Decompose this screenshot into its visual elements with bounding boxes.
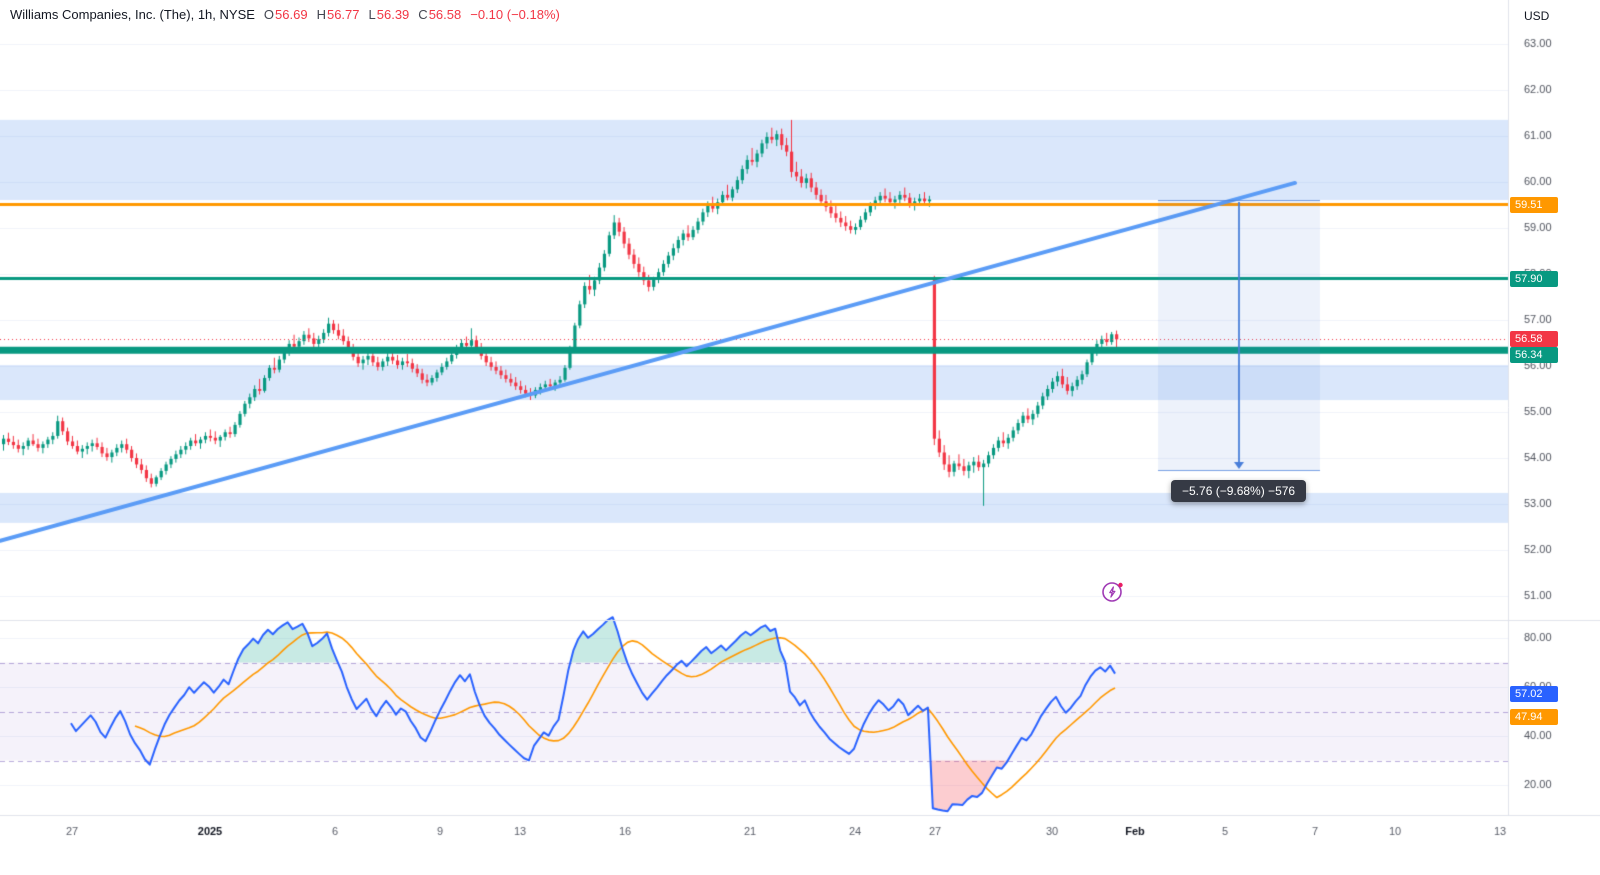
high-value: 56.77 — [326, 7, 360, 22]
measure-tooltip: −5.76 (−9.68%) −576 — [1171, 480, 1307, 502]
flash-alert-icon[interactable] — [1100, 579, 1126, 605]
ohlc-open: O56.69 — [264, 7, 308, 22]
price-badge-support-lower: 56.34 — [1510, 347, 1558, 363]
open-label: O — [263, 7, 275, 22]
close-value: 56.58 — [428, 7, 462, 22]
currency-label: USD — [1524, 9, 1550, 23]
rsi-value-badge: 57.02 — [1510, 686, 1558, 702]
change-value: −0.10 (−0.18%) — [470, 7, 560, 22]
open-value: 56.69 — [275, 7, 308, 22]
high-label: H — [316, 7, 326, 22]
close-label: C — [418, 7, 428, 22]
ohlc-close: C56.58 — [418, 7, 461, 22]
price-badge-resistance: 59.51 — [1510, 197, 1558, 213]
low-value: 56.39 — [376, 7, 410, 22]
rsi-signal-badge: 47.94 — [1510, 709, 1558, 725]
low-label: L — [368, 7, 376, 22]
price-badge-support-upper: 57.90 — [1510, 271, 1558, 287]
price-badge-last: 56.58 — [1510, 331, 1558, 347]
ohlc-low: L56.39 — [369, 7, 410, 22]
chart-legend: Williams Companies, Inc. (The), 1h, NYSE… — [10, 7, 560, 22]
symbol-title: Williams Companies, Inc. (The), 1h, NYSE — [10, 7, 255, 22]
ohlc-high: H56.77 — [317, 7, 360, 22]
